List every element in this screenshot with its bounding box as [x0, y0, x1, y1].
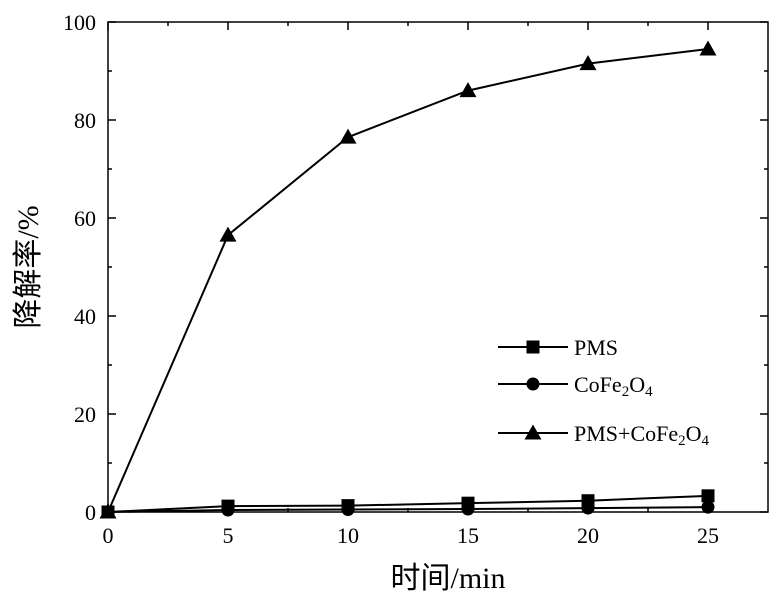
x-tick-label: 5 [223, 523, 234, 548]
data-point-triangle [339, 128, 357, 144]
y-tick-label: 60 [74, 206, 96, 231]
series-line-square [107, 494, 709, 513]
y-tick-label: 100 [63, 10, 96, 35]
y-tick-label: 80 [74, 108, 96, 133]
legend-marker-circle [526, 377, 540, 391]
legend-label: CoFe2O4 [574, 372, 653, 400]
data-point-circle [341, 503, 355, 517]
data-point-square [701, 489, 715, 503]
data-point-triangle [459, 82, 477, 98]
data-point-triangle [699, 40, 717, 56]
legend: PMS CoFe2O4 PMS+CoFe2O4 [498, 335, 710, 449]
y-tick-label: 40 [74, 304, 96, 329]
axis-tick-labels: 0 5 10 15 20 25 0 20 40 60 80 100 [63, 10, 719, 548]
legend-label: PMS [574, 335, 618, 360]
x-tick-label: 25 [697, 523, 719, 548]
legend-label: PMS+CoFe2O4 [574, 421, 710, 449]
y-tick-label: 20 [74, 402, 96, 427]
data-point-circle [221, 503, 235, 517]
series-line-triangle [107, 47, 709, 513]
data-point-circle [701, 500, 715, 514]
series-line-circle [107, 506, 709, 513]
data-point-triangle [219, 226, 237, 242]
data-point-circle [461, 502, 475, 516]
x-tick-label: 15 [457, 523, 479, 548]
x-tick-label: 20 [577, 523, 599, 548]
series-lines [107, 47, 709, 513]
series-markers [99, 40, 717, 519]
x-axis-title: 时间/min [390, 562, 505, 595]
data-point-triangle [99, 503, 117, 519]
x-tick-label: 0 [103, 523, 114, 548]
data-point-triangle [579, 55, 597, 71]
y-axis-title: 降解率/% [12, 205, 45, 328]
y-tick-label: 0 [85, 500, 96, 525]
legend-marker-square [526, 340, 540, 354]
data-point-circle [581, 501, 595, 515]
x-tick-label: 10 [337, 523, 359, 548]
legend-marker-triangle [524, 424, 542, 440]
